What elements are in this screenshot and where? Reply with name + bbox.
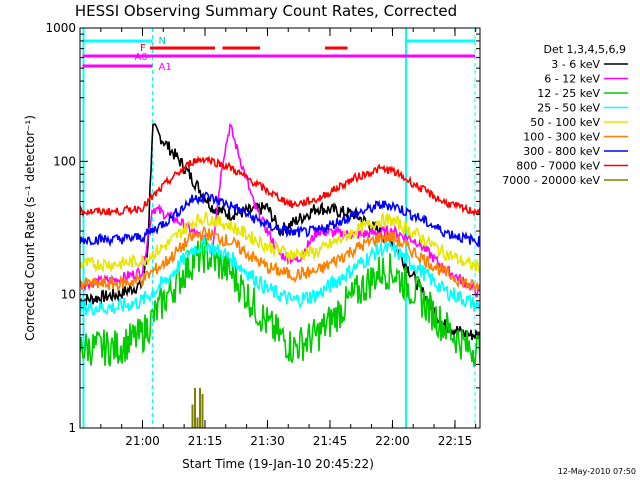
flare-label: F <box>140 43 146 54</box>
night-label: N <box>159 36 166 47</box>
series-line <box>80 123 480 298</box>
y-axis-label: Corrected Count Rate (s⁻¹ detector⁻¹) <box>23 115 37 341</box>
attenuator-A1-label: A1 <box>159 62 172 73</box>
legend-label: 800 - 7000 keV <box>516 160 600 173</box>
plot-frame <box>79 27 481 429</box>
legend-title: Det 1,3,4,5,6,9 <box>543 43 626 56</box>
x-tick-label: 22:15 <box>438 434 473 448</box>
x-tick-label: 21:15 <box>188 434 223 448</box>
series-group <box>80 28 480 428</box>
y-tick-label: 100 <box>53 154 76 168</box>
series-line <box>80 237 480 368</box>
legend-label: 25 - 50 keV <box>537 102 600 115</box>
legend-label: 3 - 6 keV <box>551 58 600 71</box>
x-tick-label: 21:30 <box>250 434 285 448</box>
series-line <box>80 211 480 275</box>
x-tick-label: 21:00 <box>125 434 160 448</box>
series-line <box>80 236 480 316</box>
plot-area: N FA0 A1 <box>80 28 480 428</box>
y-axis-ticks: 1 10 100 1000 <box>45 21 480 435</box>
legend-label: 100 - 300 keV <box>523 131 600 144</box>
y-tick-label: 1 <box>68 421 76 435</box>
legend-label: 6 - 12 keV <box>544 73 600 86</box>
legend-label: 12 - 25 keV <box>537 87 600 100</box>
legend-label: 7000 - 20000 keV <box>502 174 600 187</box>
x-tick-label: 22:00 <box>375 434 410 448</box>
x-axis-label: Start Time (19-Jan-10 20:45:22) <box>182 457 374 471</box>
legend-label: 300 - 800 keV <box>523 145 600 158</box>
y-tick-label: 10 <box>61 288 76 302</box>
x-tick-label: 21:45 <box>313 434 348 448</box>
legend-label: 50 - 100 keV <box>530 116 600 129</box>
attenuator-A0-label: A0 <box>135 52 148 63</box>
series-line <box>80 191 480 248</box>
series-line <box>80 225 480 294</box>
timestamp: 12-May-2010 07:50 <box>558 467 636 476</box>
series-line <box>80 155 480 218</box>
y-tick-label: 1000 <box>45 21 76 35</box>
x-axis-ticks: 21:00 21:15 21:30 21:45 22:00 22:15 <box>100 28 477 448</box>
chart-title: HESSI Observing Summary Count Rates, Cor… <box>75 2 457 20</box>
